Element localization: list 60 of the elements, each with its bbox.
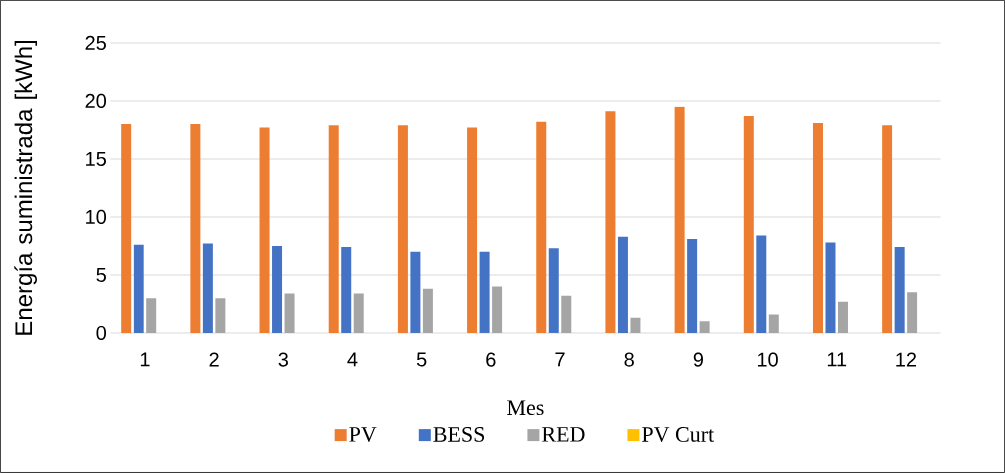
bar: [894, 247, 905, 334]
bar: [743, 116, 754, 334]
bar: [756, 235, 767, 334]
bar: [825, 242, 836, 334]
y-tick-label: 0: [96, 325, 107, 341]
bar: [121, 124, 132, 334]
y-tick-label: 25: [85, 35, 106, 51]
bar: [812, 123, 823, 334]
y-tick-label: 5: [96, 268, 106, 282]
bar: [768, 314, 779, 334]
bar: [674, 106, 685, 334]
bar: [837, 301, 848, 334]
bar: [617, 236, 628, 334]
bar: [630, 317, 641, 334]
bar: [536, 121, 547, 334]
bar: [202, 243, 213, 334]
bar: [215, 298, 226, 334]
bar: [272, 246, 283, 334]
x-tick-label: 11: [827, 352, 847, 367]
legend-label: BESS: [433, 427, 485, 442]
y-tick-label: 20: [85, 93, 107, 109]
y-axis-title: Energía suministrada [kWh]: [14, 41, 38, 335]
legend-label: PV Curt: [642, 427, 715, 443]
bar: [146, 298, 157, 334]
bar: [284, 293, 295, 334]
bar: [479, 251, 490, 334]
x-tick-label: 10: [757, 352, 778, 367]
bar: [467, 127, 478, 334]
bar: [492, 286, 503, 334]
y-tick-label: 15: [86, 152, 106, 166]
bar: [328, 125, 339, 334]
bar: [907, 292, 918, 334]
x-tick-label: 6: [486, 352, 496, 367]
x-tick-label: 4: [347, 352, 358, 367]
bar: [605, 111, 616, 334]
bar: [341, 247, 352, 334]
x-tick-label: 12: [896, 352, 917, 367]
bar: [687, 239, 698, 334]
bar: [548, 248, 559, 334]
bar: [882, 125, 893, 334]
x-tick-label: 8: [624, 352, 634, 367]
x-tick-label: 5: [416, 352, 427, 367]
x-tick-label: 2: [209, 352, 219, 367]
legend-label: PV: [349, 427, 377, 442]
bar: [190, 124, 201, 334]
bar: [422, 288, 433, 334]
x-tick-label: 1: [140, 352, 150, 367]
x-axis-title: Mes: [507, 400, 544, 416]
bar: [353, 293, 364, 334]
x-tick-label: 9: [693, 352, 703, 367]
x-tick-label: 7: [555, 352, 565, 367]
y-tick-label: 10: [86, 209, 107, 225]
bar: [561, 295, 572, 334]
bar: [133, 244, 144, 334]
bar: [699, 321, 710, 334]
bar: [410, 251, 421, 334]
bar: [397, 125, 408, 334]
x-tick-label: 3: [278, 352, 288, 367]
bar: [259, 127, 270, 334]
legend-label: RED: [542, 427, 585, 442]
